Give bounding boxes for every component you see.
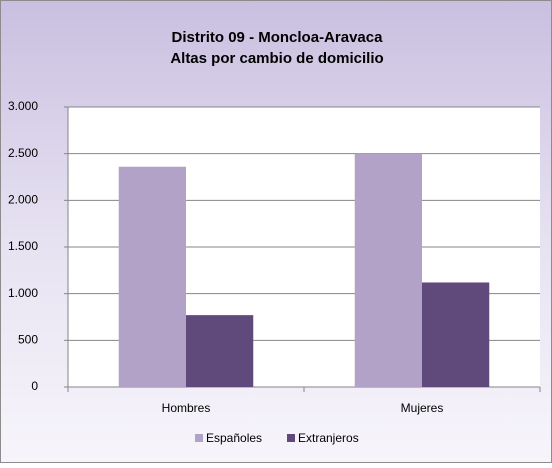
chart-title: Distrito 09 - Moncloa-Aravaca <box>172 29 384 46</box>
y-tick-label: 1.500 <box>8 239 38 253</box>
bar <box>118 166 186 387</box>
bar <box>186 315 254 387</box>
legend-label: Extranjeros <box>298 431 359 445</box>
y-tick-label: 2.500 <box>8 146 38 160</box>
y-tick-label: 1.000 <box>8 286 38 300</box>
y-tick-label: 500 <box>18 333 38 347</box>
legend-swatch <box>195 434 203 442</box>
y-tick-label: 0 <box>31 379 38 393</box>
legend-label: Españoles <box>206 431 262 445</box>
bar <box>354 153 422 387</box>
y-tick-label: 2.000 <box>8 193 38 207</box>
legend-swatch <box>287 434 295 442</box>
bar <box>422 282 490 387</box>
y-tick-label: 3.000 <box>8 99 38 113</box>
x-tick-label: Mujeres <box>401 401 444 415</box>
chart-subtitle: Altas por cambio de domicilio <box>170 50 383 67</box>
x-tick-label: Hombres <box>162 401 211 415</box>
